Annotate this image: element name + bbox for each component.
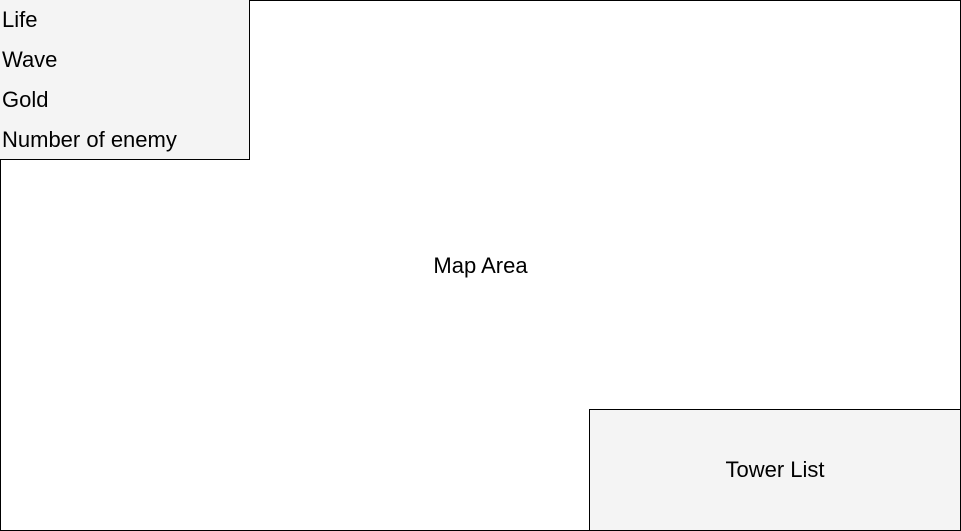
tower-list-panel[interactable]: Tower List [589, 409, 960, 530]
tower-list-label: Tower List [725, 457, 825, 482]
status-panel: Life Wave Gold Number of enemy [0, 0, 250, 160]
status-gold-label: Gold [2, 87, 49, 112]
status-enemy-count-label: Number of enemy [2, 127, 177, 152]
map-area-label: Map Area [433, 253, 528, 278]
status-wave-label: Wave [2, 47, 58, 72]
status-life-label: Life [2, 7, 38, 32]
